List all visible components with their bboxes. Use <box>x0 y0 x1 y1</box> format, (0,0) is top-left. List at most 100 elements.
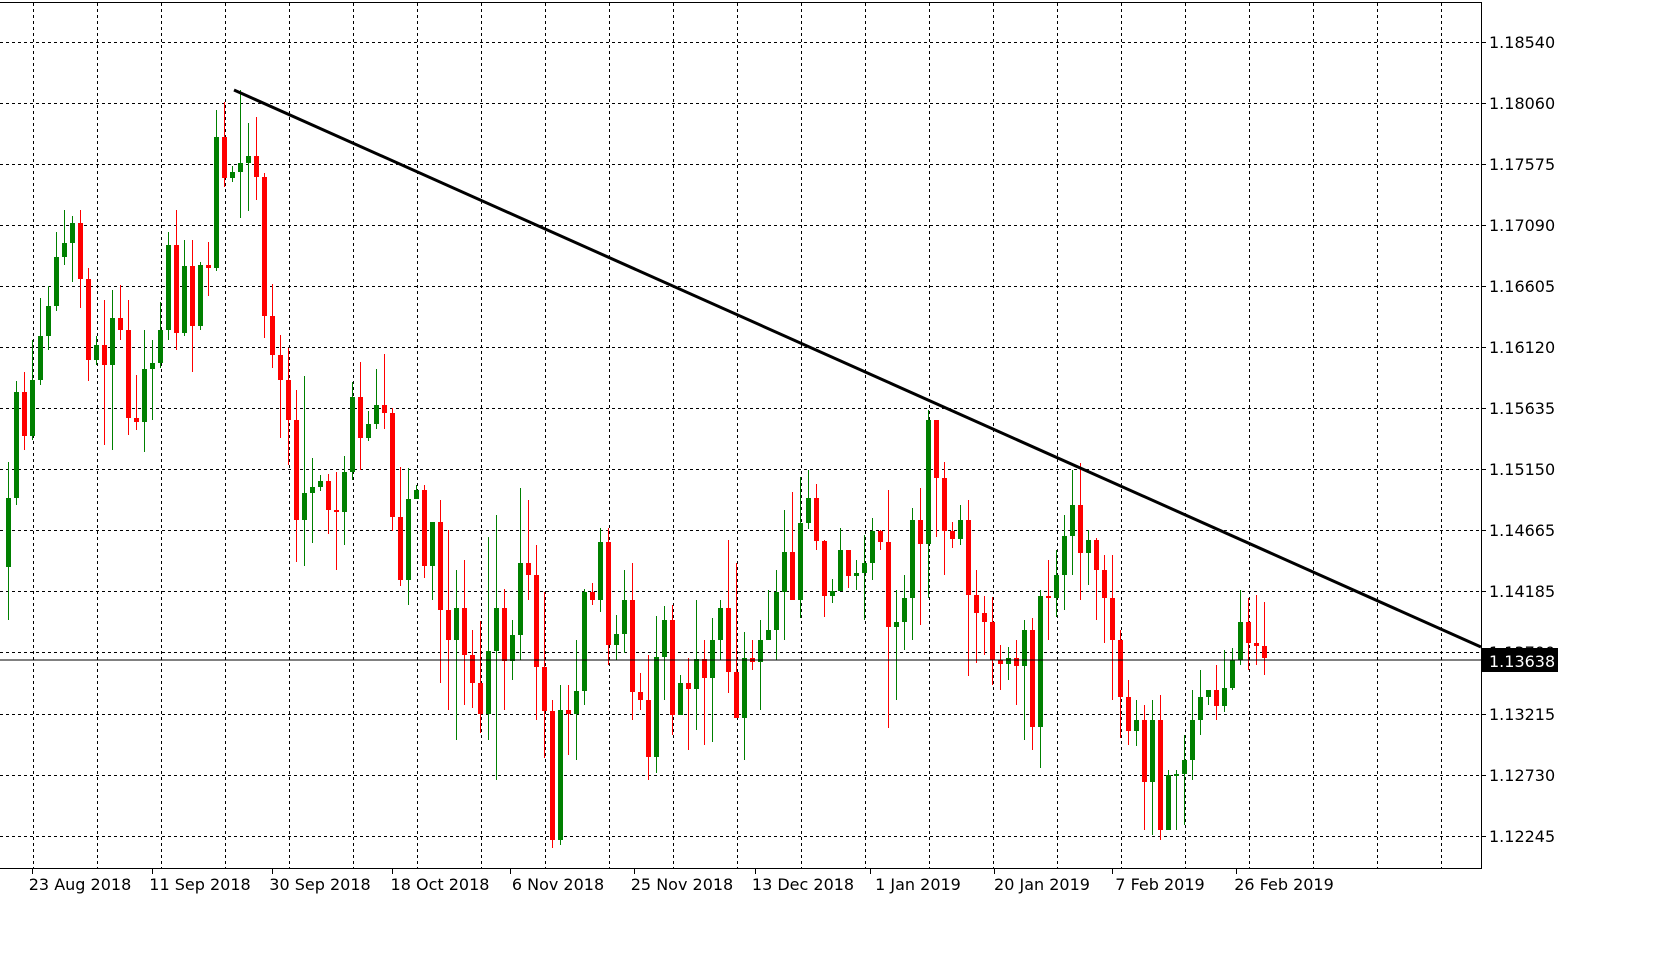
bullish-candle <box>486 537 491 740</box>
bullish-candle <box>1174 770 1179 830</box>
price-axis: 1.18540 1.18060 1.17575 1.17090 1.16605 1.161… <box>1482 33 1555 846</box>
bullish-candle <box>230 166 235 182</box>
bullish-candle <box>582 589 587 705</box>
bearish-candle <box>534 545 539 720</box>
bullish-candle <box>494 515 499 780</box>
bullish-candle <box>1222 650 1227 712</box>
bearish-candle <box>1046 560 1051 640</box>
bullish-candle <box>1070 470 1075 575</box>
bearish-candle <box>334 472 339 570</box>
bullish-candle <box>838 528 843 591</box>
bearish-candle <box>326 474 331 534</box>
bearish-candle <box>886 490 891 728</box>
bullish-candle <box>54 232 59 311</box>
bullish-candle <box>926 410 931 598</box>
bearish-candle <box>446 530 451 710</box>
bullish-candle <box>622 570 627 653</box>
bearish-candle <box>590 583 595 605</box>
bearish-candle <box>606 528 611 665</box>
bearish-candle <box>1102 555 1107 643</box>
bearish-candle <box>502 589 507 710</box>
trend-line[interactable] <box>233 88 1482 649</box>
bullish-candle <box>1062 515 1067 610</box>
bullish-candle <box>1006 647 1011 680</box>
bearish-candle <box>190 240 195 372</box>
bullish-candle <box>214 110 219 271</box>
bullish-candle <box>1166 770 1171 830</box>
bearish-candle <box>790 492 795 600</box>
date-tick-label: 26 Feb 2019 <box>1234 875 1334 894</box>
price-tick-label: 1.18060 <box>1489 94 1555 113</box>
date-tick-label: 6 Nov 2018 <box>512 875 604 894</box>
bullish-candle <box>558 685 563 845</box>
bullish-candle <box>654 616 659 773</box>
bullish-candle <box>766 590 771 640</box>
bullish-candle <box>30 340 35 440</box>
bearish-candle <box>254 117 259 200</box>
date-tick-label: 13 Dec 2018 <box>752 875 854 894</box>
bearish-candle <box>638 673 643 710</box>
bullish-candle <box>598 528 603 612</box>
bearish-candle <box>134 375 139 430</box>
bullish-candle <box>614 615 619 660</box>
bearish-candle <box>438 500 443 683</box>
bearish-candle <box>294 390 299 562</box>
bullish-candle <box>806 470 811 529</box>
price-tick-label: 1.17090 <box>1489 216 1555 235</box>
bearish-candle <box>286 348 291 465</box>
bullish-candle <box>1206 690 1211 705</box>
current-price-label: 1.13638 <box>1489 652 1555 671</box>
bullish-candle <box>662 606 667 700</box>
bullish-candle <box>958 505 963 545</box>
bearish-candle <box>942 462 947 575</box>
bearish-candle <box>222 102 227 187</box>
bullish-candle <box>1134 700 1139 746</box>
bullish-candle <box>6 462 11 620</box>
bullish-candle <box>350 382 355 480</box>
bullish-candle <box>62 210 67 265</box>
price-tick-label: 1.17575 <box>1489 155 1555 174</box>
price-tick-label: 1.16605 <box>1489 277 1555 296</box>
bearish-candle <box>22 372 27 450</box>
bullish-candle <box>182 240 187 336</box>
bullish-candle <box>694 600 699 730</box>
date-tick-label: 1 Jan 2019 <box>875 875 961 894</box>
bearish-candle <box>566 685 571 755</box>
bullish-candle <box>718 600 723 660</box>
bearish-candle <box>966 500 971 676</box>
bearish-candle <box>990 597 995 685</box>
bearish-candle <box>646 655 651 780</box>
bullish-candle <box>142 330 147 452</box>
bullish-candle <box>854 560 859 590</box>
bullish-candle <box>46 286 51 350</box>
bearish-candle <box>390 408 395 531</box>
bullish-candle <box>14 381 19 505</box>
bearish-candle <box>814 484 819 550</box>
bearish-candle <box>670 605 675 735</box>
bearish-candle <box>1110 555 1115 700</box>
bearish-candle <box>1118 630 1123 738</box>
bearish-candle <box>86 268 91 381</box>
bearish-candle <box>630 563 635 720</box>
date-axis: 23 Aug 2018 11 Sep 2018 30 Sep 2018 18 Oct … <box>29 869 1334 894</box>
bearish-candle <box>846 550 851 588</box>
bullish-candle <box>1182 735 1187 825</box>
bullish-candle <box>246 123 251 211</box>
date-tick-label: 11 Sep 2018 <box>149 875 250 894</box>
bullish-candle <box>1230 648 1235 690</box>
bullish-candle <box>406 468 411 605</box>
bullish-candle <box>318 475 323 491</box>
bullish-candle <box>742 632 747 760</box>
bearish-candle <box>262 173 267 338</box>
bearish-candle <box>102 300 107 445</box>
bearish-candle <box>126 300 131 435</box>
bearish-candle <box>1078 463 1083 600</box>
bearish-candle <box>998 645 1003 690</box>
bullish-candle <box>158 302 163 368</box>
bullish-candle <box>1150 700 1155 835</box>
bearish-candle <box>982 596 987 655</box>
bearish-candle <box>734 563 739 718</box>
bullish-candle <box>774 570 779 660</box>
